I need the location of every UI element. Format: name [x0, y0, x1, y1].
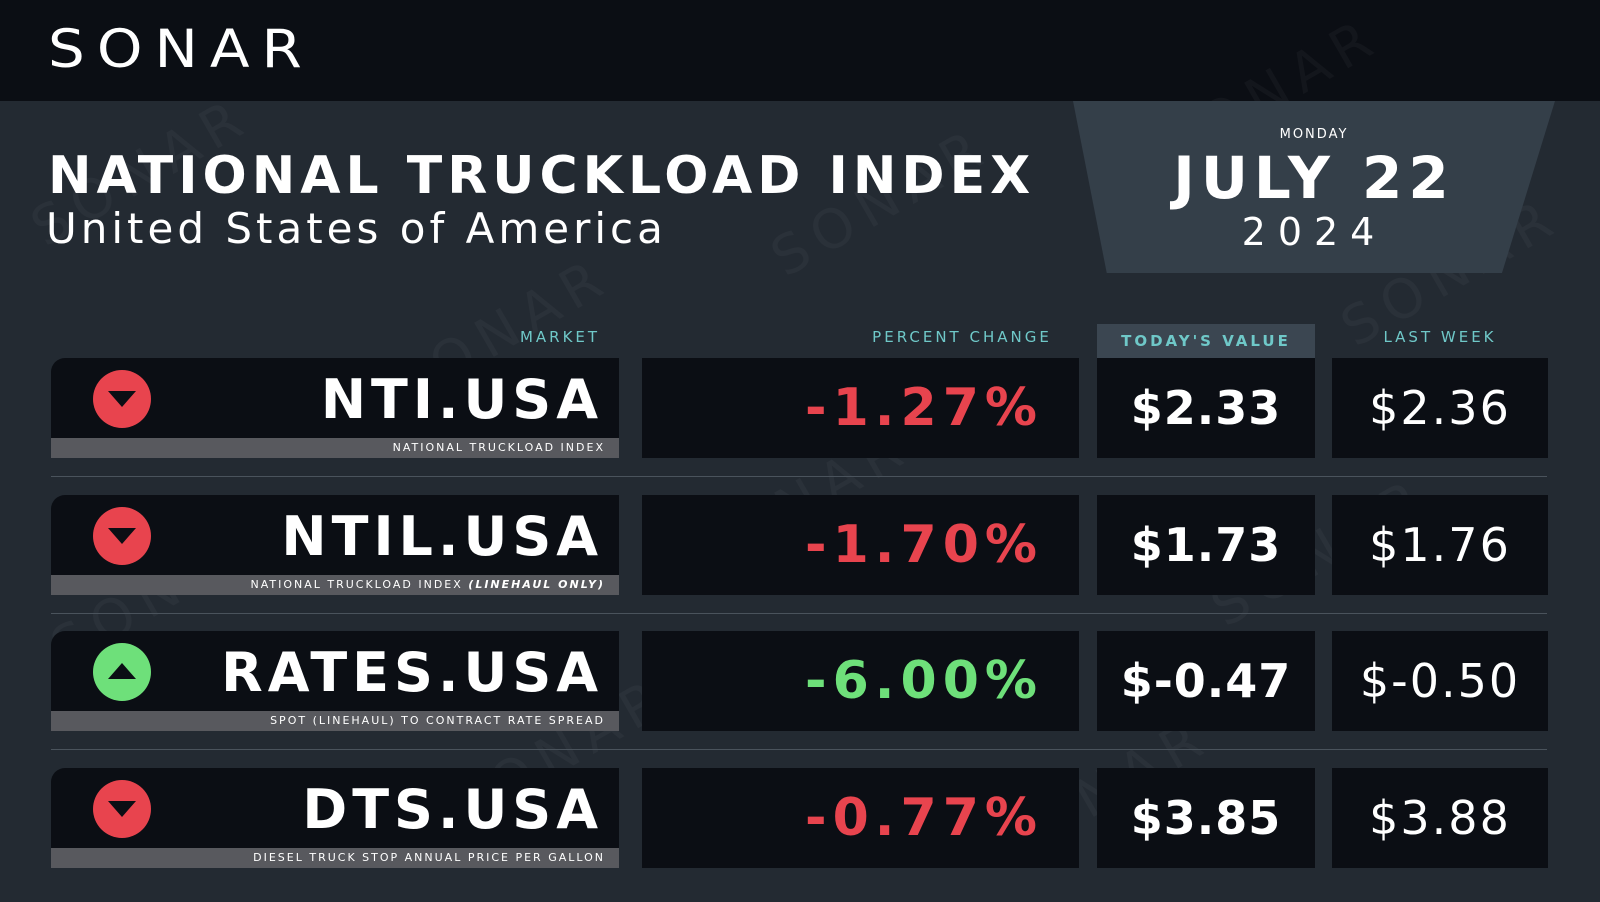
date-month-day: JULY 22	[1173, 144, 1455, 212]
top-bar: SONAR	[0, 0, 1600, 101]
percent-change-cell: -1.27%	[642, 358, 1079, 458]
column-header-todays-value: TODAY'S VALUE	[1097, 324, 1315, 358]
column-header-market: MARKET	[519, 328, 601, 346]
sonar-logo: SONAR	[48, 18, 314, 80]
market-description: NATIONAL TRUCKLOAD INDEX (LINEHAUL ONLY)	[250, 578, 605, 591]
percent-change-value: -6.00%	[805, 651, 1043, 711]
arrow-down-icon	[93, 507, 151, 565]
arrow-down-icon	[93, 780, 151, 838]
market-code: RATES.USA	[221, 641, 603, 704]
column-header-last-week: LAST WEEK	[1383, 328, 1497, 346]
todays-value: $1.73	[1130, 518, 1282, 572]
date-weekday: MONDAY	[1279, 127, 1349, 142]
page-title: NATIONAL TRUCKLOAD INDEX	[48, 146, 1036, 206]
todays-value-cell: $-0.47	[1097, 631, 1315, 731]
todays-value-cell: $2.33	[1097, 358, 1315, 458]
arrow-up-icon	[93, 643, 151, 701]
market-description: SPOT (LINEHAUL) TO CONTRACT RATE SPREAD	[270, 714, 605, 727]
todays-value-cell: $3.85	[1097, 768, 1315, 868]
last-week-value: $2.36	[1369, 381, 1511, 435]
percent-change-value: -1.27%	[805, 378, 1043, 438]
last-week-value: $3.88	[1369, 791, 1511, 845]
todays-value: $3.85	[1130, 791, 1282, 845]
row-divider	[51, 613, 1547, 614]
percent-change-cell: -0.77%	[642, 768, 1079, 868]
page-subtitle: United States of America	[46, 204, 667, 253]
date-panel	[1073, 101, 1555, 273]
percent-change-cell: -1.70%	[642, 495, 1079, 595]
market-description: NATIONAL TRUCKLOAD INDEX	[392, 441, 605, 454]
market-description-bar: NATIONAL TRUCKLOAD INDEX (LINEHAUL ONLY)	[51, 575, 619, 595]
market-description-bar: NATIONAL TRUCKLOAD INDEX	[51, 438, 619, 458]
last-week-cell: $1.76	[1332, 495, 1548, 595]
todays-value: $-0.47	[1120, 654, 1292, 708]
last-week-cell: $2.36	[1332, 358, 1548, 458]
table-row: RATES.USA SPOT (LINEHAUL) TO CONTRACT RA…	[0, 631, 1600, 733]
market-description-bar: SPOT (LINEHAUL) TO CONTRACT RATE SPREAD	[51, 711, 619, 731]
last-week-value: $1.76	[1369, 518, 1511, 572]
row-divider	[51, 476, 1547, 477]
table-row: NTIL.USA NATIONAL TRUCKLOAD INDEX (LINEH…	[0, 495, 1600, 597]
market-code: NTIL.USA	[281, 505, 603, 568]
arrow-down-icon	[93, 370, 151, 428]
market-code: NTI.USA	[320, 368, 603, 431]
table-row: DTS.USA DIESEL TRUCK STOP ANNUAL PRICE P…	[0, 768, 1600, 870]
percent-change-value: -1.70%	[805, 515, 1043, 575]
row-divider	[51, 749, 1547, 750]
market-code: DTS.USA	[302, 778, 603, 841]
todays-value-cell: $1.73	[1097, 495, 1315, 595]
market-description: DIESEL TRUCK STOP ANNUAL PRICE PER GALLO…	[253, 851, 605, 864]
last-week-cell: $3.88	[1332, 768, 1548, 868]
table-row: NTI.USA NATIONAL TRUCKLOAD INDEX -1.27% …	[0, 358, 1600, 460]
market-cell: RATES.USA SPOT (LINEHAUL) TO CONTRACT RA…	[51, 631, 619, 731]
market-cell: NTI.USA NATIONAL TRUCKLOAD INDEX	[51, 358, 619, 458]
last-week-cell: $-0.50	[1332, 631, 1548, 731]
market-cell: NTIL.USA NATIONAL TRUCKLOAD INDEX (LINEH…	[51, 495, 619, 595]
date-year: 2024	[1241, 210, 1387, 254]
column-header-percent-change: PERCENT CHANGE	[872, 328, 1052, 346]
last-week-value: $-0.50	[1359, 654, 1521, 708]
percent-change-cell: -6.00%	[642, 631, 1079, 731]
todays-value: $2.33	[1130, 381, 1282, 435]
percent-change-value: -0.77%	[805, 788, 1043, 848]
market-description-bar: DIESEL TRUCK STOP ANNUAL PRICE PER GALLO…	[51, 848, 619, 868]
market-cell: DTS.USA DIESEL TRUCK STOP ANNUAL PRICE P…	[51, 768, 619, 868]
